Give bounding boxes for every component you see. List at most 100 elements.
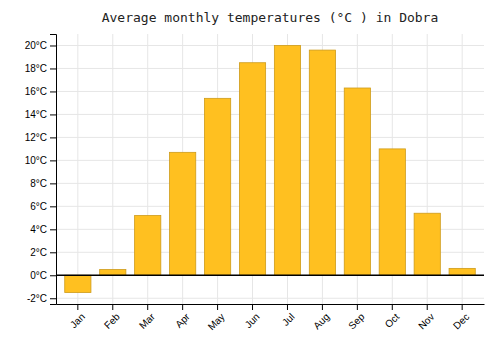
x-tick: Feb [102, 304, 122, 331]
x-tick: Sep [346, 304, 367, 331]
zero-line [56, 275, 484, 277]
y-tick-mark [50, 229, 56, 230]
x-tick-label: Nov [416, 311, 436, 331]
y-tick-label: 10°C [25, 155, 47, 166]
x-tick-mark [252, 304, 253, 310]
x-tick-label: May [206, 311, 227, 332]
y-tick: 12°C [25, 132, 56, 143]
grid [56, 34, 484, 304]
x-tick: Mar [137, 304, 157, 331]
x-axis-line [57, 304, 485, 305]
y-tick-mark [50, 137, 56, 138]
y-axis: -2°C 0°C 2°C 4°C 6°C 8°C 10°C 12°C 14°C 16°C 18°C 2… [25, 35, 57, 305]
bar [100, 270, 126, 276]
y-tick-label: 6°C [30, 201, 47, 212]
chart: -2°C 0°C 2°C 4°C 6°C 8°C 10°C 12°C 14°C 16°C 18°C 2… [0, 0, 500, 350]
y-tick-label: 16°C [25, 86, 47, 97]
x-tick-mark [182, 304, 183, 310]
y-tick-mark [50, 68, 56, 69]
x-tick-label: Mar [137, 311, 157, 331]
y-tick-mark [50, 183, 56, 184]
y-grid-line [56, 68, 484, 69]
y-tick-mark [50, 298, 56, 299]
x-tick-mark [77, 304, 78, 310]
x-tick-mark [147, 304, 148, 310]
y-tick: 10°C [25, 155, 56, 166]
y-grid-line [56, 91, 484, 92]
bar [414, 213, 440, 275]
x-tick-label: Jun [243, 311, 262, 330]
y-grid-line [56, 114, 484, 115]
x-tick-label: Jan [68, 311, 87, 330]
x-axis: Jan Feb Mar Apr May Jun Jul Aug Sep Oct Nov Dec [57, 304, 485, 332]
x-tick-label: Dec [451, 311, 471, 331]
y-tick: 14°C [25, 109, 56, 120]
y-grid-line [56, 160, 484, 161]
bar [204, 98, 230, 275]
y-tick-mark [50, 275, 56, 276]
y-tick: 6°C [30, 201, 56, 212]
x-tick-mark [112, 304, 113, 310]
y-tick-mark [50, 91, 56, 92]
x-tick-mark [392, 304, 393, 310]
y-tick-label: 8°C [30, 178, 47, 189]
y-tick-label: 14°C [25, 109, 47, 120]
bar [239, 63, 265, 276]
x-tick-mark [287, 304, 288, 310]
x-grid-line [77, 34, 78, 304]
y-tick-label: 20°C [25, 40, 47, 51]
y-tick-label: -2°C [27, 293, 47, 304]
x-tick-mark [217, 304, 218, 310]
x-tick-mark [322, 304, 323, 310]
bar [170, 152, 196, 275]
bar [344, 88, 370, 275]
bar [379, 149, 405, 275]
y-tick-label: 2°C [30, 247, 47, 258]
y-tick-label: 18°C [25, 63, 47, 74]
x-tick-mark [357, 304, 358, 310]
x-tick: Dec [451, 304, 471, 331]
y-tick-label: 12°C [25, 132, 47, 143]
x-tick-label: Aug [311, 311, 331, 331]
y-tick: -2°C [27, 293, 56, 304]
bar [309, 50, 335, 275]
title: Average monthly temperatures (°C ) in Do… [102, 10, 439, 25]
y-tick-label: 0°C [30, 270, 47, 281]
x-tick: Jun [243, 304, 262, 330]
y-tick-mark [50, 206, 56, 207]
y-tick: 16°C [25, 86, 56, 97]
y-grid-line [56, 275, 484, 276]
x-tick-mark [427, 304, 428, 310]
x-tick-label: Apr [173, 311, 192, 330]
y-axis-line [50, 35, 57, 305]
plot: -2°C 0°C 2°C 4°C 6°C 8°C 10°C 12°C 14°C 16°C 18°C 2… [25, 34, 485, 332]
y-tick: 0°C [30, 270, 56, 281]
y-grid-line [56, 45, 484, 46]
y-tick-mark [50, 114, 56, 115]
bar [65, 275, 91, 292]
y-tick-mark [50, 252, 56, 253]
bar [135, 216, 161, 276]
bar [274, 45, 300, 275]
y-tick: 2°C [30, 247, 56, 258]
y-tick: 20°C [25, 40, 56, 51]
x-tick: Aug [311, 304, 331, 331]
y-grid-line [56, 206, 484, 207]
x-tick-label: Feb [102, 311, 122, 331]
marks [56, 45, 484, 292]
bar [449, 268, 475, 275]
x-grid-line [112, 34, 113, 304]
x-tick: Nov [416, 304, 436, 331]
y-tick: 4°C [30, 224, 56, 235]
x-grid-line [462, 34, 463, 304]
x-tick: May [206, 304, 227, 332]
y-grid-line [56, 183, 484, 184]
x-tick-label: Jul [280, 311, 297, 328]
y-tick: 18°C [25, 63, 56, 74]
x-tick-label: Sep [346, 311, 367, 332]
y-grid-line [56, 298, 484, 299]
x-tick-label: Oct [383, 311, 402, 330]
x-tick-mark [462, 304, 463, 310]
y-tick-label: 4°C [30, 224, 47, 235]
y-tick: 8°C [30, 178, 56, 189]
